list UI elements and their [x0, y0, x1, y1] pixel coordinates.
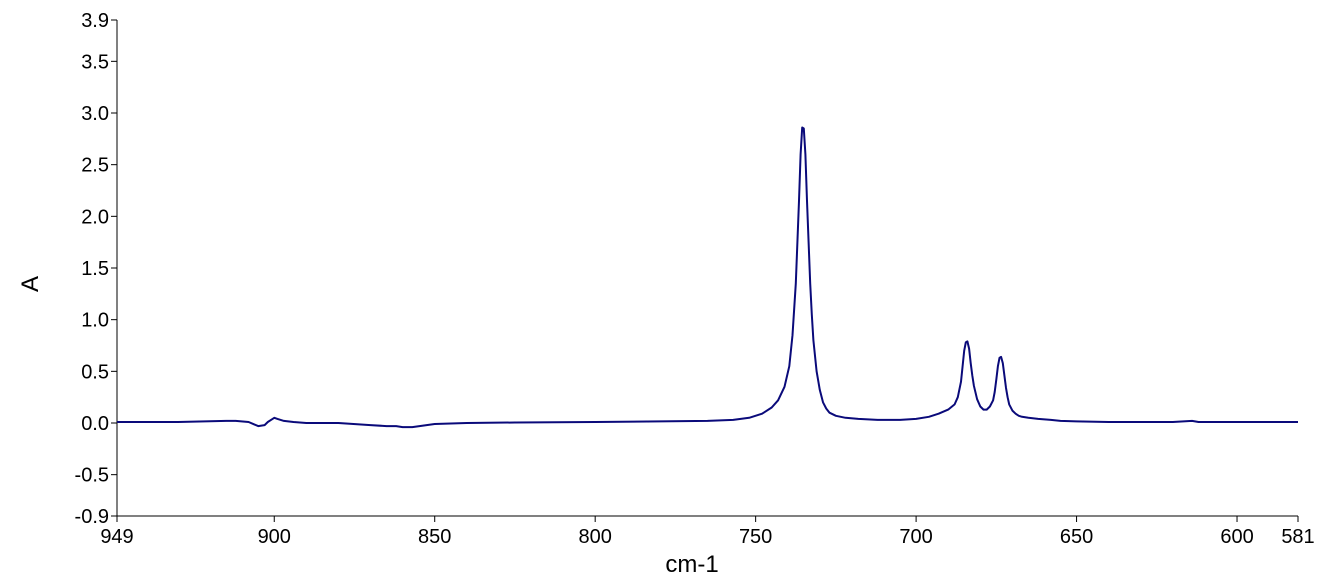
y-tick-label: 0.5 [81, 361, 109, 383]
y-tick-label: 3.0 [81, 103, 109, 125]
x-tick-label: 949 [100, 526, 133, 548]
x-tick-label: 850 [418, 526, 451, 548]
spectrum-line [117, 126, 1298, 429]
x-tick-label: 581 [1281, 526, 1314, 548]
y-tick-label: 3.9 [81, 10, 109, 32]
x-tick-label: 900 [258, 526, 291, 548]
y-tick-label: 3.5 [81, 51, 109, 73]
y-tick-label: 2.5 [81, 155, 109, 177]
y-tick-label: -0.9 [75, 506, 109, 528]
y-tick-label: 0.0 [81, 413, 109, 435]
y-axis: 3.9 3.5 3.0 2.5 2.0 1.5 1.0 0.5 0.0 -0.5 -0.9 [75, 10, 118, 528]
x-tick-label: 700 [899, 526, 932, 548]
x-tick-label: 750 [739, 526, 772, 548]
y-tick-label: -0.5 [75, 465, 109, 487]
x-axis-label: cm-1 [665, 551, 718, 578]
x-tick-label: 800 [578, 526, 611, 548]
x-tick-label: 650 [1060, 526, 1093, 548]
x-axis: 949 900 850 800 750 700 650 600 581 [100, 515, 1315, 548]
y-tick-label: 1.5 [81, 258, 109, 280]
y-tick-label: 1.0 [81, 310, 109, 332]
plot-area [117, 126, 1298, 429]
y-tick-label: 2.0 [81, 206, 109, 228]
x-tick-label: 600 [1220, 526, 1253, 548]
y-axis-label: A [17, 276, 44, 292]
